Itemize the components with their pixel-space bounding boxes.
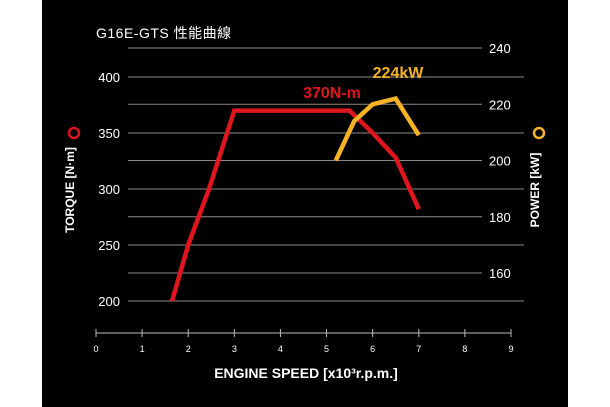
y-axis-right-label: POWER [kW] [528,153,542,228]
y-right-tick-label: 240 [489,41,511,56]
x-axis-label: ENGINE SPEED [x10³r.p.m.] [214,365,398,381]
power-peak-label: 224kW [373,65,425,82]
y-left-tick-label: 300 [98,182,120,197]
y-left-tick-label: 200 [98,294,120,309]
x-axis: 0 1 2 3 4 5 6 7 8 9 [93,329,514,354]
y-axis-left: 200 250 300 350 400 [98,70,120,309]
x-tick-label: 7 [416,344,421,354]
y-right-tick-label: 200 [489,154,511,169]
x-tick-label: 6 [370,344,375,354]
torque-peak-label: 370N-m [303,85,361,102]
grid-lines [128,47,524,302]
chart-title: G16E-GTS 性能曲線 [96,25,232,41]
torque-legend-circle-icon [67,126,81,140]
y-right-tick-label: 220 [489,97,511,112]
chart-canvas: G16E-GTS 性能曲線 0 1 2 3 4 5 6 7 8 9 200 250 300 350 400… [42,0,568,407]
x-tick-label: 8 [462,344,467,354]
x-tick-label: 1 [140,344,145,354]
torque-curve [169,108,421,302]
x-tick-label: 5 [324,344,329,354]
x-tick-label: 3 [232,344,237,354]
power-legend-circle-icon [532,126,546,140]
annotations: 370N-m 224kW [303,65,424,102]
y-left-tick-label: 250 [98,238,120,253]
x-tick-label: 0 [93,344,98,354]
series-lines [169,96,421,302]
y-axis-right: 160 180 200 220 240 [489,41,511,281]
x-tick-label: 2 [186,344,191,354]
x-tick-label: 4 [278,344,283,354]
y-axis-left-label: TORQUE [N·m] [63,147,77,233]
y-left-tick-label: 350 [98,126,120,141]
y-left-tick-label: 400 [98,70,120,85]
x-tick-label: 9 [508,344,513,354]
y-right-tick-label: 180 [489,210,511,225]
power-curve [333,96,421,162]
y-right-tick-label: 160 [489,266,511,281]
performance-chart: G16E-GTS 性能曲線 0 1 2 3 4 5 6 7 8 9 200 250 300 350 400… [63,25,546,381]
